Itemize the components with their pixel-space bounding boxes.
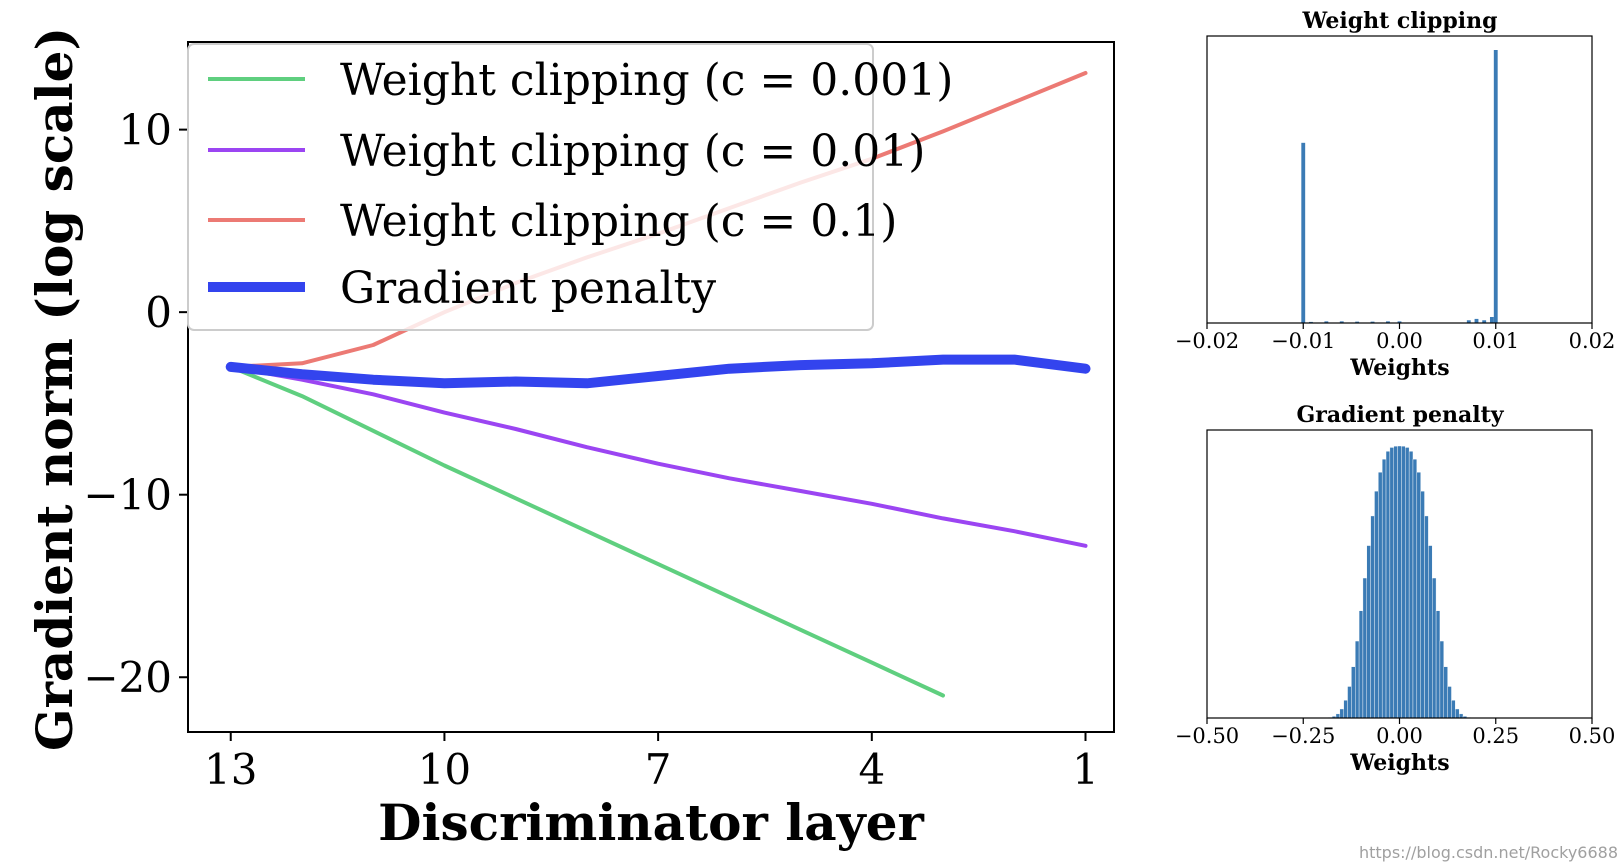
main-y-tick-label: 10: [119, 106, 172, 155]
hist2-bars: [1328, 445, 1471, 719]
main-x-tick-label: 1: [1072, 745, 1099, 794]
weight-clipping-histogram: Weight clipping −0.02 −0.01 0.00 0.01 0.02 W…: [1175, 8, 1616, 381]
legend-label-c001: Weight clipping (c = 0.01): [340, 126, 925, 177]
hist1-title: Weight clipping: [1301, 8, 1497, 34]
hist2-bar: [1355, 640, 1360, 719]
main-x-tick-label: 13: [204, 745, 257, 794]
hist1-frame: [1206, 35, 1593, 324]
hist1-bar: [1482, 320, 1487, 323]
hist2-bar: [1447, 686, 1452, 719]
hist1-bar: [1324, 321, 1329, 323]
main-y-axis-label: Gradient norm (log scale): [25, 27, 84, 751]
hist2-bar: [1428, 545, 1433, 719]
hist-x-tick-label: −0.02: [1175, 329, 1239, 353]
hist2-bar: [1366, 545, 1371, 719]
hist1-bar: [1493, 50, 1498, 323]
hist2-bar: [1408, 451, 1414, 719]
legend-box: [187, 43, 874, 331]
hist1-bar: [1474, 318, 1479, 323]
hist-x-tick-label: −0.50: [1175, 724, 1239, 748]
hist-x-tick-label: −0.01: [1271, 329, 1335, 353]
hist2-bar: [1339, 708, 1344, 719]
hist2-bar: [1393, 445, 1398, 719]
legend-label-c0001: Weight clipping (c = 0.001): [340, 55, 953, 106]
hist2-bar: [1432, 577, 1437, 719]
main-x-tick-label: 7: [645, 745, 672, 794]
main-line-chart: 13 10 7 4 1 10 0 −10 −20 Discriminator layer Gr…: [25, 27, 1115, 852]
main-y-tick-label: −10: [83, 471, 172, 520]
hist2-bar: [1347, 686, 1352, 719]
hist2-bar: [1389, 447, 1394, 719]
hist2-bar: [1458, 713, 1464, 719]
hist2-bar: [1401, 445, 1406, 719]
main-y-ticks: 10 0 −10 −20: [83, 106, 188, 702]
hist2-bar: [1351, 666, 1356, 719]
hist2-bar: [1362, 577, 1367, 719]
hist2-bar: [1358, 610, 1364, 719]
hist1-bar: [1355, 321, 1360, 323]
hist2-bar: [1381, 458, 1387, 719]
hist2-bar: [1455, 708, 1460, 719]
hist2-bar: [1370, 515, 1375, 719]
hist-x-tick-label: 0.01: [1472, 329, 1519, 353]
hist1-bar: [1397, 321, 1402, 323]
hist2-bar: [1416, 472, 1421, 719]
hist2-bar: [1405, 447, 1410, 719]
main-x-tick-label: 4: [858, 745, 885, 794]
hist1-bar: [1301, 142, 1306, 323]
hist-x-tick-label: 0.00: [1376, 724, 1423, 748]
hist-x-tick-label: 0.25: [1472, 724, 1519, 748]
legend: Weight clipping (c = 0.001) Weight clipp…: [187, 43, 953, 331]
hist2-bar: [1378, 472, 1383, 719]
hist-x-tick-label: −0.25: [1271, 724, 1335, 748]
hist2-x-ticks: −0.50 −0.25 0.00 0.25 0.50: [1175, 718, 1616, 748]
hist2-bar: [1424, 515, 1429, 719]
hist2-bar: [1343, 700, 1348, 719]
hist2-bar: [1420, 490, 1425, 719]
hist-x-tick-label: 0.02: [1569, 329, 1616, 353]
hist2-bar: [1374, 490, 1379, 719]
hist2-bar: [1412, 458, 1418, 719]
hist2-bar: [1435, 610, 1441, 719]
hist2-bar: [1397, 445, 1402, 719]
series-line-0: [228, 364, 945, 698]
hist2-bar: [1439, 640, 1444, 719]
hist1-bar: [1489, 316, 1494, 323]
hist2-title: Gradient penalty: [1296, 402, 1504, 428]
hist2-bar: [1451, 700, 1456, 719]
main-y-tick-label: 0: [145, 288, 172, 337]
hist1-bar: [1466, 320, 1471, 323]
main-y-tick-label: −20: [83, 653, 172, 702]
series-line-1: [228, 364, 1088, 548]
main-x-axis-label: Discriminator layer: [378, 793, 924, 852]
hist1-x-axis-label: Weights: [1349, 355, 1449, 381]
hist2-bar: [1385, 451, 1391, 719]
hist1-x-ticks: −0.02 −0.01 0.00 0.01 0.02: [1175, 323, 1616, 353]
watermark: https://blog.csdn.net/Rocky6688: [1359, 843, 1618, 862]
hist2-bar: [1335, 713, 1341, 719]
main-plot-frame: [187, 41, 1115, 733]
hist1-bar: [1386, 321, 1390, 323]
legend-label-gp: Gradient penalty: [340, 263, 716, 314]
hist-x-tick-label: 0.50: [1569, 724, 1616, 748]
main-x-tick-label: 10: [418, 745, 471, 794]
hist1-bars: [1301, 50, 1498, 323]
main-x-ticks: 13 10 7 4 1: [204, 732, 1099, 794]
hist1-bar: [1370, 321, 1375, 323]
legend-label-c01: Weight clipping (c = 0.1): [340, 196, 897, 247]
gradient-penalty-histogram: Gradient penalty −0.50 −0.25 0.00 0.25 0.50 …: [1175, 402, 1616, 776]
hist-x-tick-label: 0.00: [1376, 329, 1423, 353]
hist2-x-axis-label: Weights: [1349, 750, 1449, 776]
hist2-bar: [1443, 666, 1448, 719]
hist1-bar: [1339, 321, 1344, 323]
series-line-3: [225, 354, 1091, 389]
